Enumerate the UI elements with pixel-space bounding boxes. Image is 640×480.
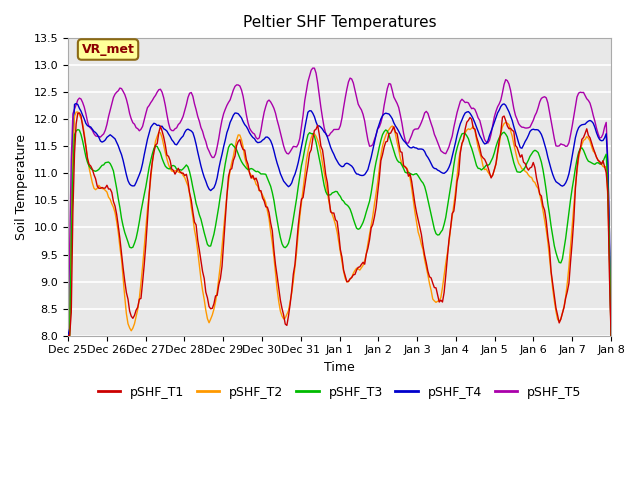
- Legend: pSHF_T1, pSHF_T2, pSHF_T3, pSHF_T4, pSHF_T5: pSHF_T1, pSHF_T2, pSHF_T3, pSHF_T4, pSHF…: [93, 381, 586, 404]
- X-axis label: Time: Time: [324, 361, 355, 374]
- Y-axis label: Soil Temperature: Soil Temperature: [15, 134, 28, 240]
- Text: VR_met: VR_met: [82, 43, 134, 56]
- Title: Peltier SHF Temperatures: Peltier SHF Temperatures: [243, 15, 436, 30]
